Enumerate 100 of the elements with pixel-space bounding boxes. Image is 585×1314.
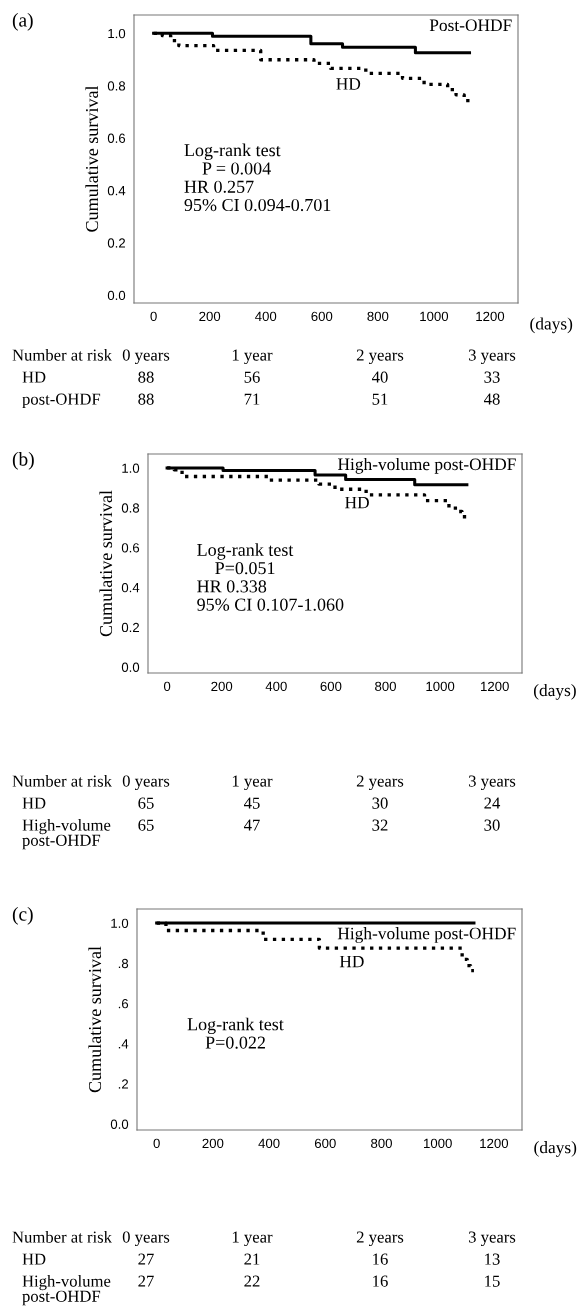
y-tick-label: 0.0 — [107, 290, 126, 301]
y-tick-label: 0.4 — [107, 185, 126, 196]
text: 3 years — [468, 775, 516, 791]
text: 24 — [484, 797, 501, 809]
x-tick-label: 400 — [265, 681, 287, 692]
series-label: High-volume post-OHDF — [337, 457, 516, 474]
text: 48 — [483, 393, 500, 405]
series-label: Post-OHDF — [429, 19, 512, 32]
y-tick-label: .4 — [118, 1039, 129, 1049]
text: 0 years — [122, 349, 170, 365]
x-tick-label: 600 — [314, 1138, 336, 1149]
x-tick-label: 0 — [150, 311, 157, 322]
y-tick-label: .6 — [118, 998, 129, 1009]
text: 65 — [138, 819, 154, 831]
x-tick-label: 200 — [202, 1138, 224, 1149]
x-tick-label: 800 — [375, 681, 396, 692]
series-label: HD — [345, 496, 369, 509]
x-tick-label: 1200 — [476, 311, 505, 322]
series-label: HD — [336, 78, 361, 90]
x-axis-title: (days) — [534, 1141, 577, 1157]
text: 33 — [484, 371, 500, 383]
text: 22 — [244, 1275, 260, 1287]
x-axis-title: (days) — [530, 317, 573, 334]
text: 27 — [138, 1275, 154, 1287]
text: 2 years — [356, 775, 404, 791]
y-tick-label: 0.2 — [121, 622, 140, 633]
text: 2 years — [356, 349, 404, 365]
series-label: HD — [339, 955, 364, 968]
x-tick-label: 400 — [255, 311, 277, 322]
y-tick-label: 0.0 — [110, 1119, 129, 1129]
x-tick-label: 1000 — [420, 311, 449, 322]
y-tick-label: 1.0 — [108, 28, 126, 39]
text: 16 — [373, 1253, 388, 1265]
y-tick-label: 0.0 — [121, 662, 140, 672]
text: 40 — [371, 371, 388, 383]
x-tick-label: 1000 — [426, 681, 455, 692]
y-tick-label: 0.6 — [121, 543, 140, 553]
text: 21 — [244, 1253, 260, 1265]
text: HD — [22, 1253, 46, 1265]
chart-title: (a) — [12, 13, 33, 31]
text: 0 years — [122, 1231, 170, 1247]
text: 71 — [244, 393, 260, 405]
x-tick-label: 1200 — [481, 681, 509, 692]
y-tick-label: 1.0 — [111, 918, 129, 928]
text: 27 — [138, 1253, 154, 1265]
x-tick-label: 400 — [258, 1138, 280, 1149]
text: High-volume post-OHDF — [22, 1275, 111, 1306]
text: post-OHDF — [22, 393, 101, 409]
text: 13 — [485, 1253, 500, 1265]
x-tick-label: 600 — [311, 311, 333, 322]
annotation: Log-rank test P = 0.004 HR 0.257 95% CI 0.094-0.701 — [184, 143, 331, 212]
y-tick-label: .2 — [118, 1079, 129, 1089]
text: 88 — [138, 371, 154, 383]
series-label: High-volume post-OHDF — [337, 927, 516, 943]
x-tick-label: 200 — [199, 311, 221, 322]
x-axis-title: (days) — [533, 683, 576, 700]
y-tick-label: 1.0 — [122, 463, 140, 473]
annotation: Log-rank test P=0.051 HR 0.338 95% CI 0.107-1.060 — [197, 543, 344, 611]
x-tick-label: 1000 — [424, 1138, 452, 1149]
text: 56 — [244, 371, 260, 383]
text: High-volume post-OHDF — [22, 819, 111, 850]
text: Number at risk — [12, 349, 112, 361]
text: 51 — [372, 393, 388, 405]
text: 32 — [372, 819, 388, 831]
text: HD — [22, 371, 46, 383]
y-tick-label: 0.6 — [107, 133, 126, 143]
text: 30 — [372, 797, 388, 809]
text: 47 — [243, 819, 260, 831]
text: 16 — [373, 1275, 388, 1287]
y-tick-label: 0.8 — [107, 81, 126, 91]
x-tick-label: 800 — [371, 1138, 392, 1149]
y-tick-label: 0.8 — [121, 503, 140, 513]
text: HD — [22, 797, 46, 809]
text: 3 years — [468, 349, 516, 365]
x-tick-label: 1200 — [480, 1138, 509, 1149]
text: 3 years — [468, 1231, 516, 1247]
x-tick-label: 800 — [367, 311, 389, 322]
annotation: Log-rank test P=0.022 — [187, 1017, 284, 1049]
text: 1 year — [232, 349, 273, 365]
y-tick-label: 0.4 — [121, 582, 140, 593]
text: Number at risk — [12, 775, 112, 787]
text: 45 — [243, 797, 260, 809]
y-axis-title: Cumulative survival — [85, 85, 99, 232]
text: 15 — [485, 1275, 500, 1287]
y-axis-title: Cumulative survival — [99, 490, 113, 637]
text: 30 — [484, 819, 500, 831]
y-axis-title: Cumulative survival — [88, 946, 102, 1093]
y-tick-label: .8 — [118, 958, 129, 969]
y-tick-label: 0.2 — [107, 238, 126, 248]
text: 1 year — [232, 1231, 273, 1247]
text: 1 year — [232, 775, 273, 791]
text: Number at risk — [12, 1231, 112, 1243]
x-tick-label: 0 — [153, 1138, 160, 1149]
text: 2 years — [356, 1231, 404, 1247]
chart-title: (c) — [12, 907, 33, 925]
chart-title: (b) — [12, 452, 34, 470]
text: 65 — [138, 797, 154, 809]
x-tick-label: 600 — [320, 681, 342, 692]
x-tick-label: 0 — [163, 681, 171, 692]
x-tick-label: 200 — [211, 681, 233, 692]
